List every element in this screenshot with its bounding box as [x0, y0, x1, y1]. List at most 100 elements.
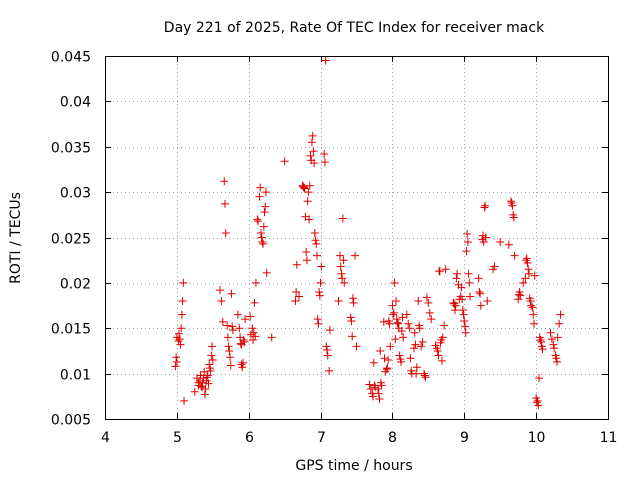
data-point — [476, 301, 485, 310]
chart-title: Day 221 of 2025, Rate Of TEC Index for r… — [164, 20, 545, 36]
data-point — [519, 278, 528, 287]
data-point — [550, 344, 559, 353]
data-point — [424, 298, 433, 307]
x-axis-label: GPS time / hours — [295, 458, 412, 474]
data-point — [320, 158, 329, 167]
data-point — [233, 310, 242, 319]
data-point — [405, 324, 414, 333]
data-point — [453, 269, 462, 278]
data-point — [515, 287, 524, 296]
data-point — [465, 278, 474, 287]
data-point — [389, 308, 398, 317]
data-point — [496, 238, 505, 247]
data-point — [438, 356, 447, 365]
x-tick-label: 6 — [245, 430, 254, 446]
data-point — [295, 292, 304, 301]
data-point — [238, 363, 247, 372]
data-point — [200, 390, 209, 399]
data-point — [308, 131, 317, 140]
data-points — [171, 56, 565, 410]
data-point — [313, 315, 322, 324]
data-point — [394, 319, 403, 328]
data-point — [418, 337, 427, 346]
data-point — [215, 286, 224, 295]
data-point — [414, 297, 423, 306]
data-point — [314, 319, 323, 328]
data-point — [310, 159, 319, 168]
data-point — [348, 294, 357, 303]
data-point — [352, 342, 361, 351]
data-point — [323, 346, 332, 355]
data-point — [461, 322, 470, 331]
data-point — [320, 150, 329, 159]
data-point — [208, 342, 217, 351]
data-point — [504, 240, 513, 249]
data-point — [529, 319, 538, 328]
x-tick-label: 4 — [101, 430, 110, 446]
data-point — [399, 333, 408, 342]
data-point — [312, 251, 321, 260]
data-point — [458, 295, 467, 304]
data-point — [321, 56, 330, 65]
data-point — [177, 324, 186, 333]
tick-marks — [105, 56, 609, 420]
data-point — [171, 362, 180, 371]
data-point — [225, 346, 234, 355]
y-tick-label: 0.045 — [51, 50, 91, 66]
data-point — [220, 177, 229, 186]
data-point — [522, 254, 531, 263]
data-point — [176, 340, 185, 349]
data-point — [255, 192, 264, 201]
data-point — [547, 335, 556, 344]
data-point — [316, 278, 325, 287]
data-point — [406, 354, 415, 363]
data-point — [553, 333, 562, 342]
data-point — [523, 258, 532, 267]
data-point — [317, 262, 326, 271]
data-point — [292, 287, 301, 296]
data-point — [433, 346, 442, 355]
data-point — [205, 360, 214, 369]
data-point — [302, 256, 311, 265]
data-point — [524, 269, 533, 278]
data-point — [490, 262, 499, 271]
data-point — [337, 269, 346, 278]
data-point — [474, 274, 483, 283]
data-point — [262, 268, 271, 277]
data-point — [389, 310, 398, 319]
data-point — [409, 344, 418, 353]
data-point — [253, 215, 262, 224]
data-point — [391, 335, 400, 344]
data-point — [555, 319, 564, 328]
data-point — [534, 401, 543, 410]
data-point — [309, 147, 318, 156]
data-point — [338, 214, 347, 223]
data-point — [526, 297, 535, 306]
data-point — [304, 188, 313, 197]
data-point — [370, 381, 379, 390]
data-point — [179, 278, 188, 287]
data-point — [415, 324, 424, 333]
data-point — [248, 324, 257, 333]
data-point — [239, 336, 248, 345]
data-point — [339, 256, 348, 265]
data-point — [201, 385, 210, 394]
data-point — [441, 265, 450, 274]
x-tick-label: 9 — [460, 430, 469, 446]
data-point — [538, 345, 547, 354]
data-point — [256, 183, 265, 192]
data-point — [217, 297, 226, 306]
data-point — [190, 387, 199, 396]
data-point — [223, 321, 232, 330]
data-point — [250, 298, 259, 307]
data-point — [172, 353, 181, 362]
data-point — [377, 381, 386, 390]
data-point — [475, 287, 484, 296]
data-point — [251, 332, 260, 341]
data-point — [302, 248, 311, 257]
data-point — [383, 364, 392, 373]
data-point — [267, 333, 276, 342]
data-point — [438, 333, 447, 342]
data-point — [533, 396, 542, 405]
